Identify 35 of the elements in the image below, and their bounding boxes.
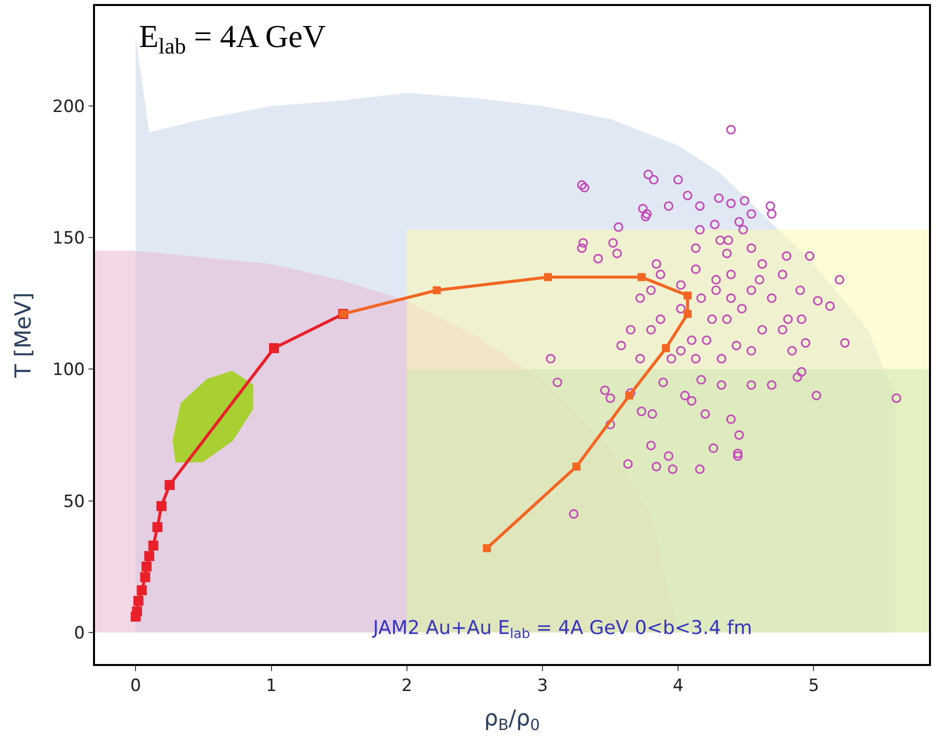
x-tick-label: 2 [401, 676, 412, 696]
point [638, 273, 646, 282]
y-tick-label: 100 [52, 360, 85, 380]
point [136, 585, 147, 596]
point [482, 544, 491, 552]
point [132, 606, 142, 616]
point [684, 310, 692, 318]
point [432, 286, 441, 294]
point [133, 596, 144, 606]
point [144, 551, 154, 562]
y-axis-title: T [MeV] [12, 292, 37, 379]
annotation: JAM2 Au+Au E$_{lab}$ = 4A GeV 0<b<3.4 fm [372, 617, 752, 642]
text: E$_{lab}$ = 4A GeV [139, 18, 326, 59]
y-tick-label: 50 [63, 492, 85, 512]
y-tick-label: 0 [74, 623, 85, 644]
x-tick-label: 4 [672, 676, 684, 696]
point [156, 501, 166, 512]
point [662, 344, 670, 352]
point [140, 572, 150, 582]
x-tick-label: 0 [130, 676, 142, 696]
x-tick-label: 3 [537, 676, 548, 696]
point [152, 522, 162, 532]
x-tick-label: 1 [266, 676, 277, 696]
x-tick-label: 5 [808, 676, 820, 696]
y-tick-label: 200 [52, 96, 85, 117]
x-axis-title: ρ$_{B}$/ρ$_{0}$ [484, 706, 540, 734]
y-tick-label: 150 [52, 228, 85, 249]
point [572, 462, 580, 471]
point [164, 480, 175, 490]
point [684, 292, 692, 300]
point [269, 343, 279, 354]
point [625, 392, 634, 400]
point [148, 540, 158, 551]
point [142, 562, 152, 572]
point [544, 273, 552, 282]
